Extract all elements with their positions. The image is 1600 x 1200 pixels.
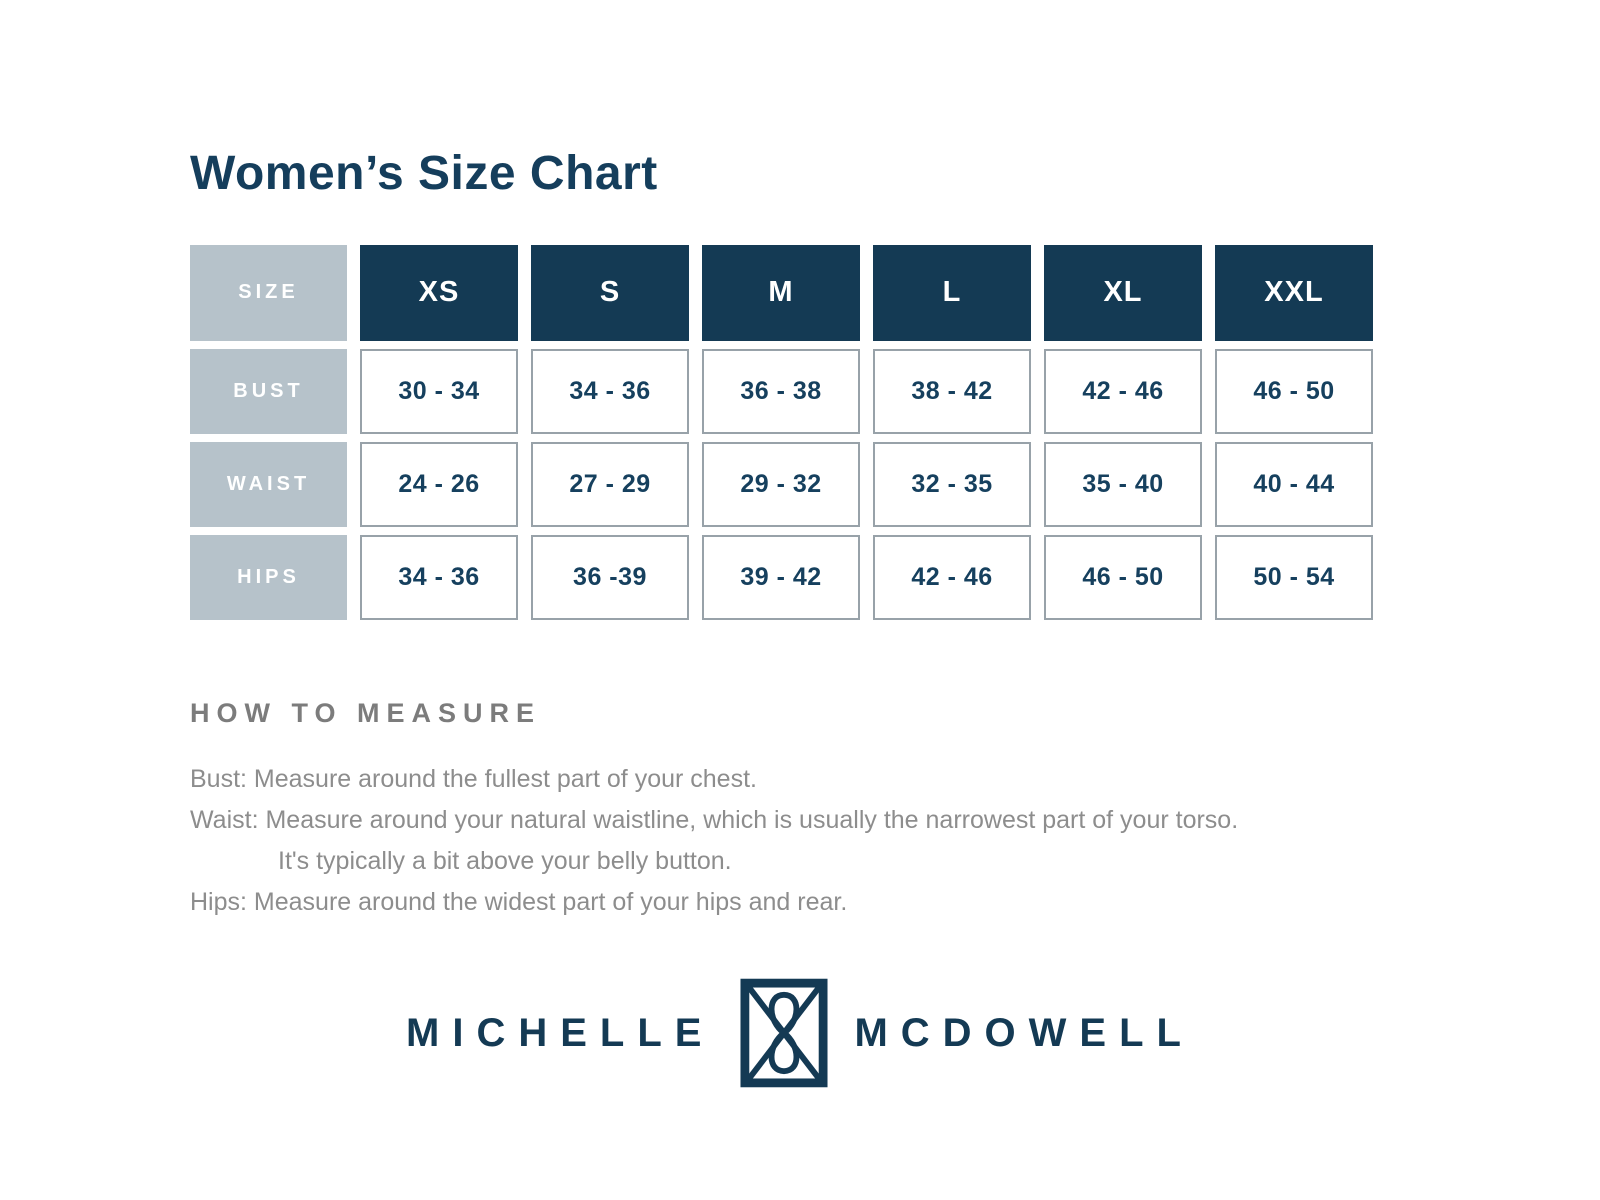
- size-value-cell: 40 - 44: [1215, 441, 1373, 527]
- size-value-cell: 36 - 38: [702, 348, 860, 434]
- size-value-cell: 29 - 32: [702, 441, 860, 527]
- page-title: Women’s Size Chart: [190, 147, 658, 200]
- how-to-measure-text: Bust: Measure around the fullest part of…: [190, 759, 1600, 923]
- how-to-measure-section: HOW TO MEASURE Bust: Measure around the …: [190, 698, 1600, 923]
- size-value-cell: 36 -39: [531, 534, 689, 620]
- table-col-header-s: S: [531, 244, 689, 341]
- size-value-cell: 46 - 50: [1044, 534, 1202, 620]
- brand-name-mcdowell: MCDOWELL: [854, 1010, 1194, 1055]
- table-col-header-xl: XL: [1044, 244, 1202, 341]
- size-value-cell: 42 - 46: [1044, 348, 1202, 434]
- row-label-waist: WAIST: [190, 441, 347, 527]
- size-value-cell: 34 - 36: [360, 534, 518, 620]
- row-label-hips: HIPS: [190, 534, 347, 620]
- measure-instruction-waist-cont: It's typically a bit above your belly bu…: [278, 846, 732, 875]
- size-value-cell: 34 - 36: [531, 348, 689, 434]
- brand-logo: MICHELLE MCDOWELL: [0, 978, 1600, 1088]
- size-value-cell: 24 - 26: [360, 441, 518, 527]
- how-to-measure-heading: HOW TO MEASURE: [190, 697, 542, 728]
- brand-name-michelle: MICHELLE: [406, 1010, 715, 1055]
- size-value-cell: 46 - 50: [1215, 348, 1373, 434]
- brand-monogram-icon: [740, 978, 828, 1088]
- table-col-header-xxl: XXL: [1215, 244, 1373, 341]
- size-value-cell: 39 - 42: [702, 534, 860, 620]
- measure-instruction-bust: Bust: Measure around the fullest part of…: [190, 764, 757, 793]
- table-col-header-m: M: [702, 244, 860, 341]
- size-value-cell: 50 - 54: [1215, 534, 1373, 620]
- size-value-cell: 35 - 40: [1044, 441, 1202, 527]
- size-value-cell: 42 - 46: [873, 534, 1031, 620]
- measure-instruction-waist: Waist: Measure around your natural waist…: [190, 805, 1239, 834]
- table-col-header-xs: XS: [360, 244, 518, 341]
- measure-instruction-hips: Hips: Measure around the widest part of …: [190, 887, 848, 916]
- table-col-header-l: L: [873, 244, 1031, 341]
- size-chart-table: SIZE XS S M L XL XXL BUST 30 - 34 34 - 3…: [190, 244, 1373, 620]
- row-label-bust: BUST: [190, 348, 347, 434]
- size-value-cell: 32 - 35: [873, 441, 1031, 527]
- size-value-cell: 38 - 42: [873, 348, 1031, 434]
- table-corner-size-label: SIZE: [190, 244, 347, 341]
- size-value-cell: 27 - 29: [531, 441, 689, 527]
- size-value-cell: 30 - 34: [360, 348, 518, 434]
